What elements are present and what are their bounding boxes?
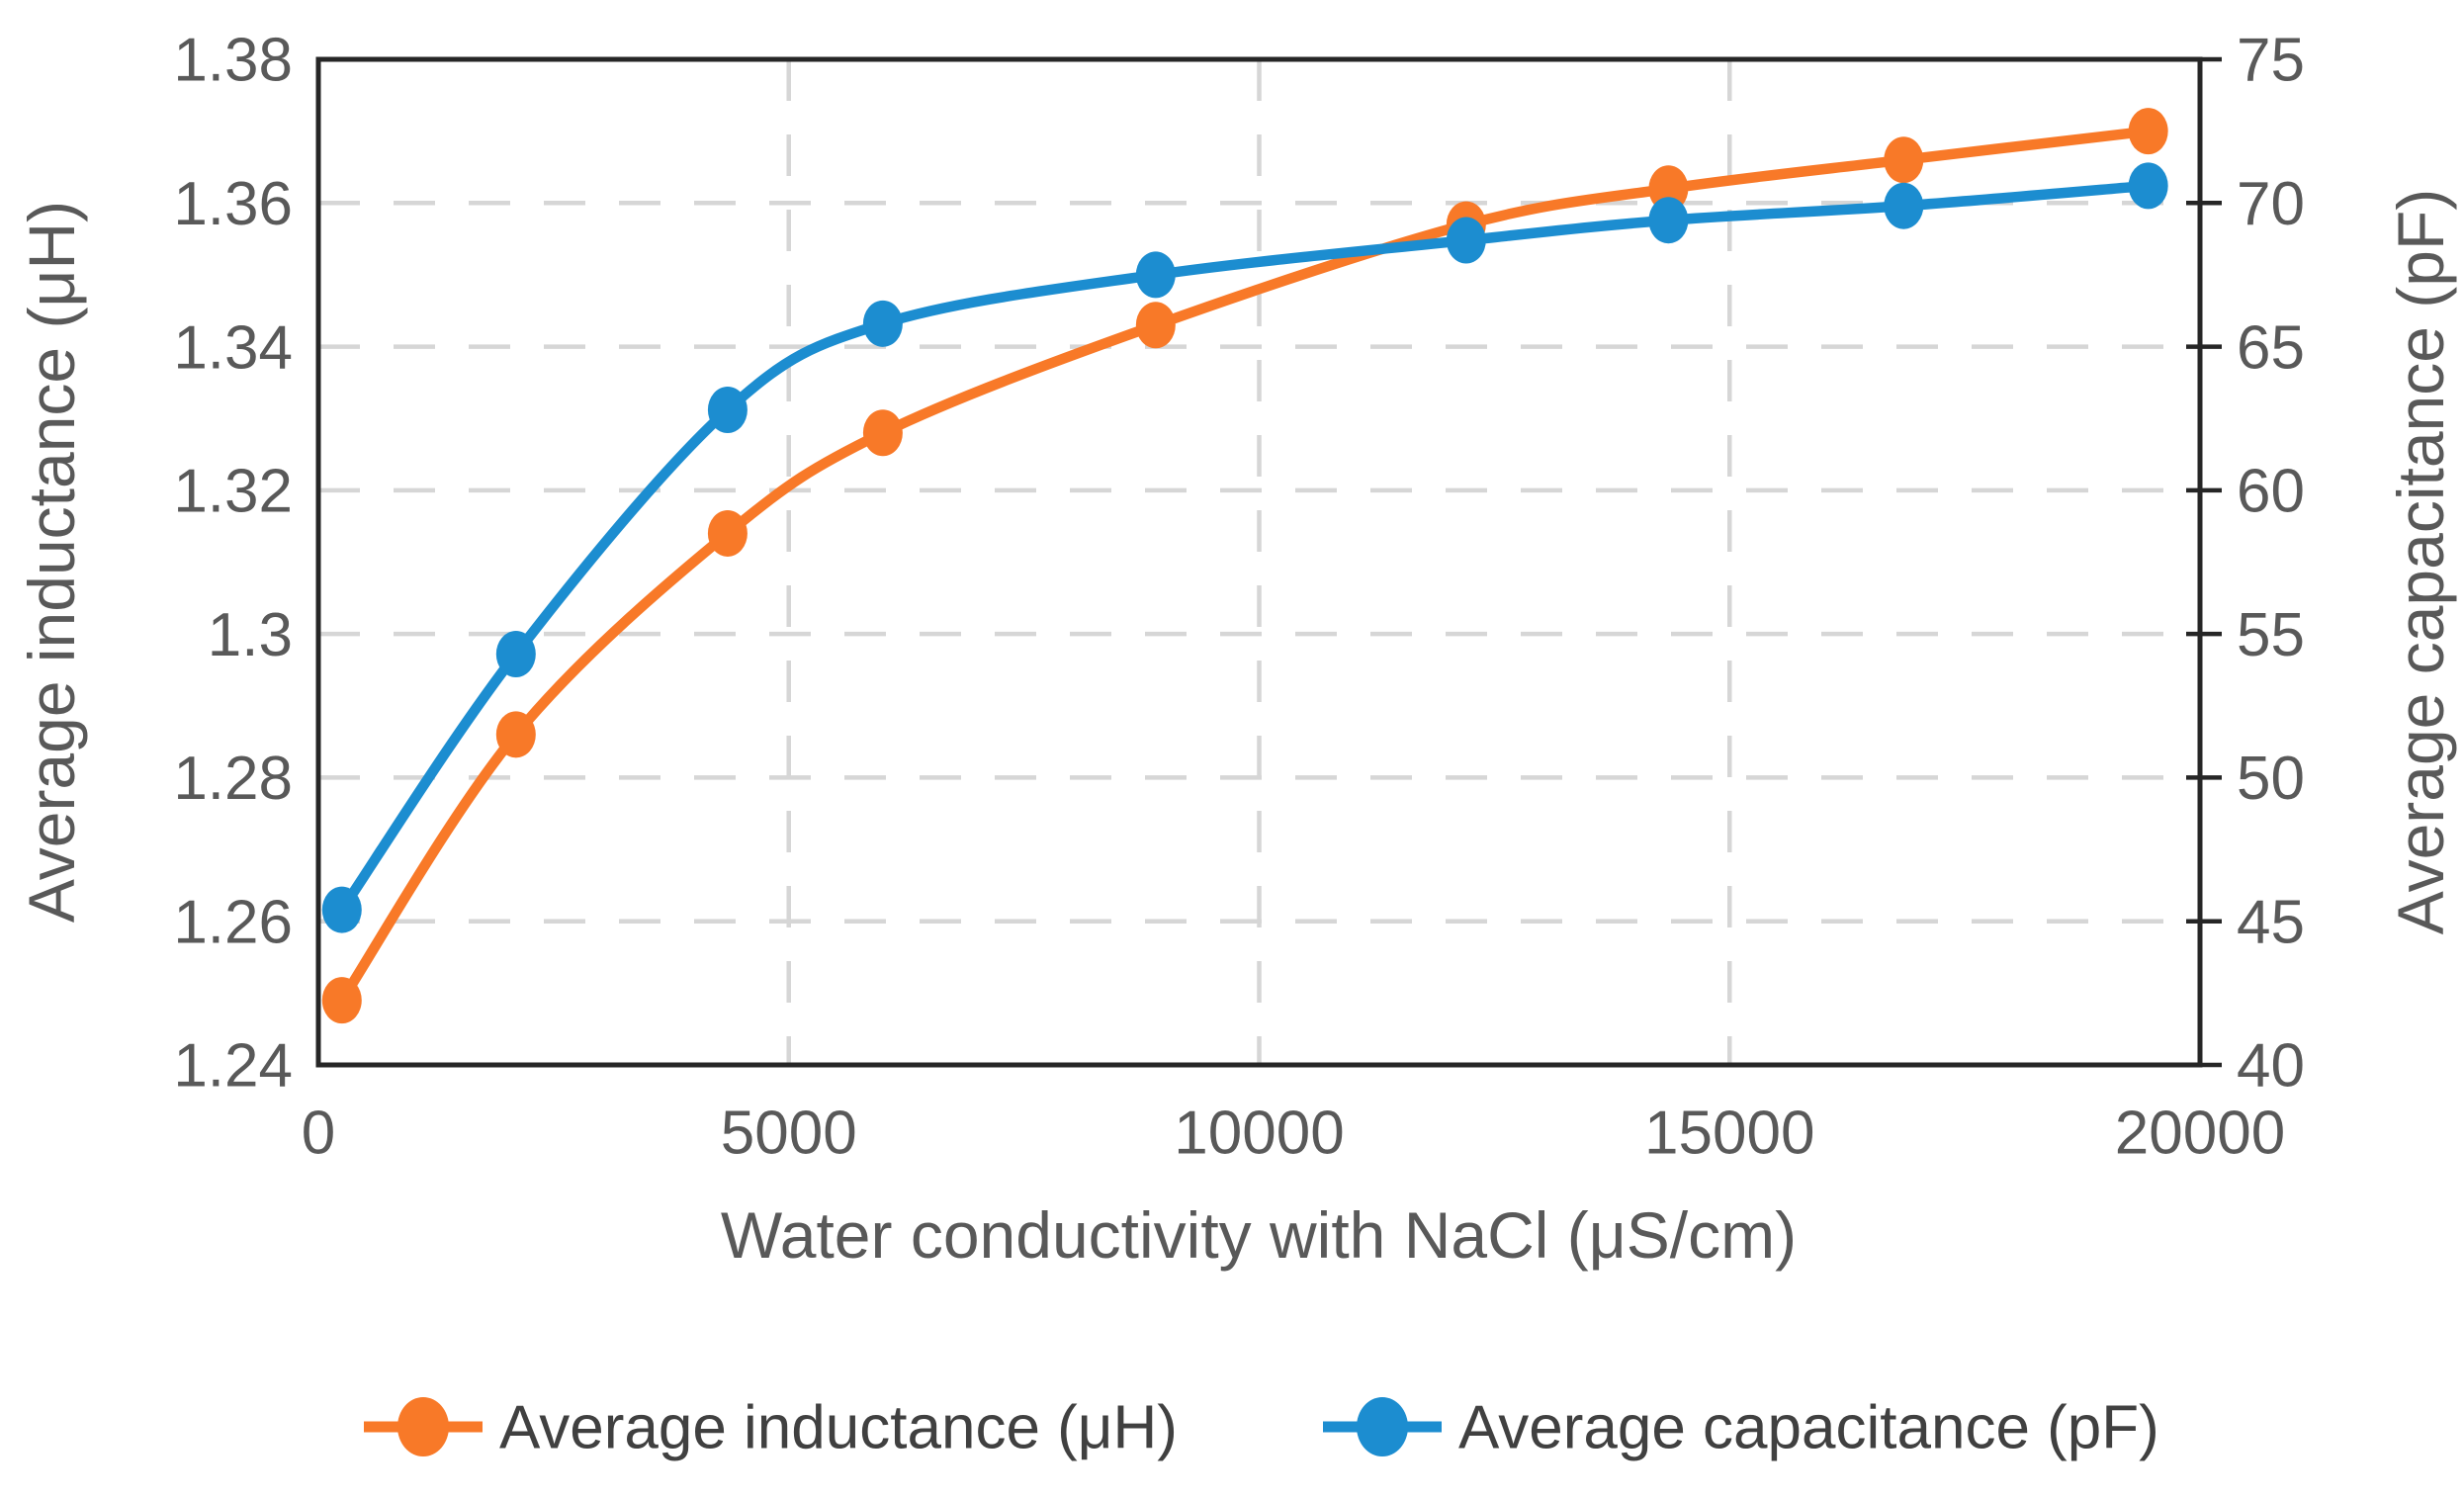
data-point-marker [862,409,903,457]
x-axis-title: Water conductivity with NaCl (μS/cm) [721,1198,1797,1272]
data-point-marker [1884,182,1924,229]
left-tick-label: 1.24 [173,1032,293,1101]
left-tick-label: 1.26 [173,888,293,956]
left-axis-title: Average inductance (μH) [15,201,88,923]
right-tick-label: 60 [2237,458,2305,526]
data-point-marker [321,977,362,1024]
right-tick-label: 45 [2237,888,2305,956]
legend-marker-icon [1357,1397,1408,1456]
right-axis-tick-labels: 40 45 50 55 60 65 70 75 [2237,27,2305,1101]
x-tick-label: 20000 [2115,1100,2285,1168]
x-tick-label: 0 [302,1100,335,1168]
data-point-marker [321,886,362,933]
left-tick-label: 1.38 [173,27,293,95]
x-tick-label: 15000 [1644,1100,1814,1168]
left-tick-label: 1.3 [208,601,293,669]
data-point-marker [1884,136,1924,184]
legend-label: Average inductance (μH) [499,1394,1178,1462]
right-tick-label: 75 [2237,27,2305,95]
legend-label: Average capacitance (pF) [1458,1394,2159,1462]
right-axis-ticks [2186,56,2222,1068]
right-tick-label: 40 [2237,1032,2305,1101]
x-tick-label: 5000 [721,1100,857,1168]
right-tick-label: 70 [2237,170,2305,238]
legend-item-capacitance: Average capacitance (pF) [1323,1394,2159,1462]
data-point-marker [1446,217,1486,264]
right-axis-title: Average capacitance (pF) [2384,189,2457,935]
data-point-marker [862,300,903,347]
right-tick-label: 50 [2237,745,2305,813]
data-point-marker [1648,197,1689,244]
series-inductance [321,108,2168,1024]
left-axis-tick-labels: 1.24 1.26 1.28 1.3 1.32 1.34 1.36 1.38 [173,27,293,1101]
legend-marker-icon [397,1397,449,1456]
data-point-marker [707,509,748,557]
left-tick-label: 1.34 [173,313,293,382]
left-tick-label: 1.28 [173,745,293,813]
data-point-marker [1135,302,1176,349]
data-point-marker [2128,108,2168,155]
data-point-marker [495,711,536,758]
data-point-marker [707,386,748,433]
legend: Average inductance (μH) Average capacitan… [364,1394,2159,1462]
plot-area-border [315,56,2203,1068]
left-tick-label: 1.32 [173,458,293,526]
right-tick-label: 55 [2237,601,2305,669]
right-tick-label: 65 [2237,313,2305,382]
data-point-marker [2128,162,2168,210]
data-point-marker [1135,251,1176,299]
data-series [321,108,2168,1024]
data-point-marker [495,630,536,677]
legend-item-inductance: Average inductance (μH) [364,1394,1178,1462]
series-capacitance [321,162,2168,933]
left-tick-label: 1.36 [173,170,293,238]
x-axis-tick-labels: 0 5000 10000 15000 20000 [302,1100,2285,1168]
x-tick-label: 10000 [1174,1100,1344,1168]
